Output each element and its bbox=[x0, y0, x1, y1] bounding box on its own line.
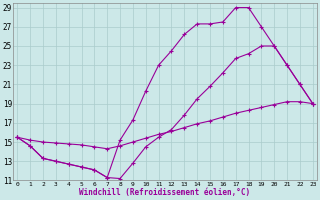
X-axis label: Windchill (Refroidissement éolien,°C): Windchill (Refroidissement éolien,°C) bbox=[79, 188, 251, 197]
